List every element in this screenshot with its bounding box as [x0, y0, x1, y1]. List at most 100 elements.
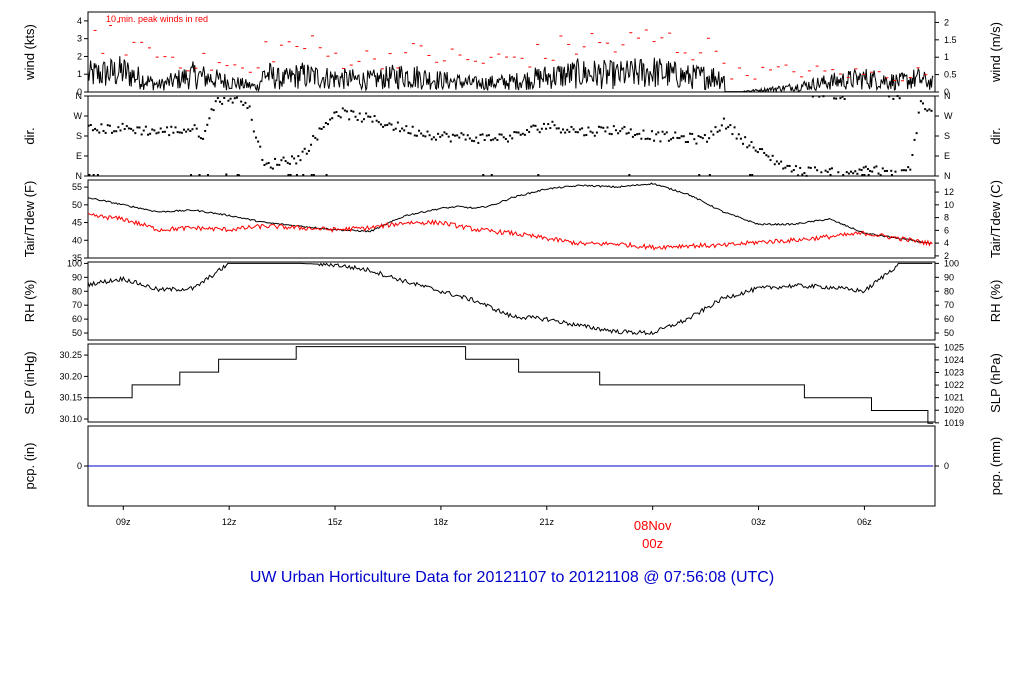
relative-humidity-line: [87, 262, 933, 336]
wind-direction-point: [280, 159, 283, 162]
wind-direction-point: [886, 169, 889, 172]
wind-direction-point: [653, 139, 656, 142]
wind-direction-point: [786, 164, 789, 167]
wind-direction-point: [146, 133, 149, 136]
left-tick-label-dir: E: [76, 151, 82, 161]
wind-direction-point: [462, 133, 465, 136]
right-tick-label-dir: N: [944, 91, 951, 101]
wind-direction-point: [754, 149, 757, 152]
left-tick-label-pcp: 0: [77, 461, 82, 471]
wind-direction-point: [606, 126, 609, 129]
wind-direction-point: [735, 137, 738, 140]
wind-direction-point: [667, 139, 670, 142]
wind-direction-point: [530, 125, 533, 128]
wind-direction-point: [178, 131, 181, 134]
wind-direction-point: [432, 136, 435, 139]
wind-direction-point: [566, 128, 569, 131]
wind-direction-point: [396, 121, 399, 124]
wind-direction-point: [818, 95, 821, 98]
right-tick-label-slp: 1023: [944, 367, 964, 377]
wind-direction-point: [513, 131, 516, 134]
wind-direction-point: [710, 130, 713, 133]
wind-direction-point: [362, 118, 365, 121]
wind-direction-point: [661, 130, 664, 133]
wind-direction-point: [547, 123, 550, 126]
wind-direction-point: [371, 120, 374, 123]
wind-direction-point: [447, 135, 450, 138]
wind-direction-point: [850, 170, 853, 173]
panel-pcp: 0 0 pcp. (in) pcp. (mm): [22, 425, 1003, 507]
wind-direction-point: [612, 125, 615, 128]
wind-direction-point: [312, 174, 315, 176]
wind-direction-point: [854, 170, 857, 173]
wind-direction-point: [708, 174, 711, 176]
right-tick-label-wind: 0.5: [944, 70, 957, 80]
wind-direction-point: [629, 128, 632, 131]
right-tick-label-slp: 1019: [944, 418, 964, 428]
left-tick-label-slp: 30.20: [59, 371, 82, 381]
wind-direction-point: [119, 129, 122, 132]
wind-direction-point: [278, 163, 281, 166]
wind-direction-point: [333, 111, 336, 114]
wind-direction-point: [244, 101, 247, 104]
right-tick-label-temp: 6: [944, 225, 949, 235]
wind-direction-point: [803, 172, 806, 175]
wind-direction-point: [307, 149, 310, 152]
right-tick-label-temp: 4: [944, 238, 949, 248]
wind-direction-point: [708, 137, 711, 140]
left-tick-label-wind: 3: [77, 34, 82, 44]
wind-direction-point: [765, 154, 768, 157]
wind-direction-point: [911, 153, 914, 156]
wind-direction-point: [218, 100, 221, 103]
wind-direction-point: [386, 123, 389, 126]
wind-direction-point: [797, 174, 800, 177]
wind-direction-point: [420, 132, 423, 135]
y-axis-label-wind: wind (kts): [22, 24, 37, 81]
wind-direction-point: [390, 123, 393, 126]
y-axis-label-rh: RH (%): [22, 280, 37, 323]
wind-direction-point: [758, 148, 761, 151]
wind-direction-point: [339, 116, 342, 119]
wind-direction-point: [320, 127, 323, 130]
left-tick-label-temp: 50: [72, 200, 82, 210]
wind-direction-point: [92, 174, 95, 176]
wind-direction-point: [259, 145, 262, 148]
wind-direction-point: [750, 141, 753, 144]
wind-direction-point: [756, 151, 759, 154]
wind-direction-point: [576, 131, 579, 134]
wind-direction-point: [198, 174, 201, 176]
wind-direction-point: [718, 129, 721, 132]
wind-direction-point: [829, 174, 832, 176]
wind-direction-point: [134, 132, 137, 135]
wind-direction-point: [367, 115, 370, 118]
wind-direction-point: [494, 137, 497, 140]
wind-direction-point: [341, 107, 344, 110]
panel-frame-temp: [87, 179, 936, 259]
wind-direction-point: [545, 127, 548, 130]
wind-direction-point: [924, 108, 927, 111]
wind-direction-point: [784, 166, 787, 169]
wind-direction-point: [350, 109, 353, 112]
wind-direction-point: [742, 142, 745, 145]
wind-direction-point: [731, 133, 734, 136]
wind-direction-point: [689, 132, 692, 135]
wind-direction-point: [839, 97, 842, 100]
wind-direction-point: [519, 133, 522, 136]
wind-direction-point: [157, 131, 160, 134]
wind-direction-point: [502, 136, 505, 139]
wind-direction-point: [506, 140, 509, 143]
wind-direction-point: [233, 97, 236, 100]
wind-direction-point: [312, 135, 315, 138]
wind-direction-point: [807, 166, 810, 169]
wind-direction-point: [329, 118, 332, 121]
wind-direction-point: [833, 97, 836, 100]
wind-direction-point: [310, 143, 313, 146]
wind-direction-point: [517, 131, 520, 134]
wind-direction-point: [684, 141, 687, 144]
wind-direction-point: [293, 157, 296, 160]
wind-direction-point: [782, 167, 785, 170]
wind-direction-point: [468, 137, 471, 140]
wind-direction-point: [619, 130, 622, 133]
wind-direction-point: [382, 125, 385, 128]
wind-direction-point: [216, 97, 219, 100]
